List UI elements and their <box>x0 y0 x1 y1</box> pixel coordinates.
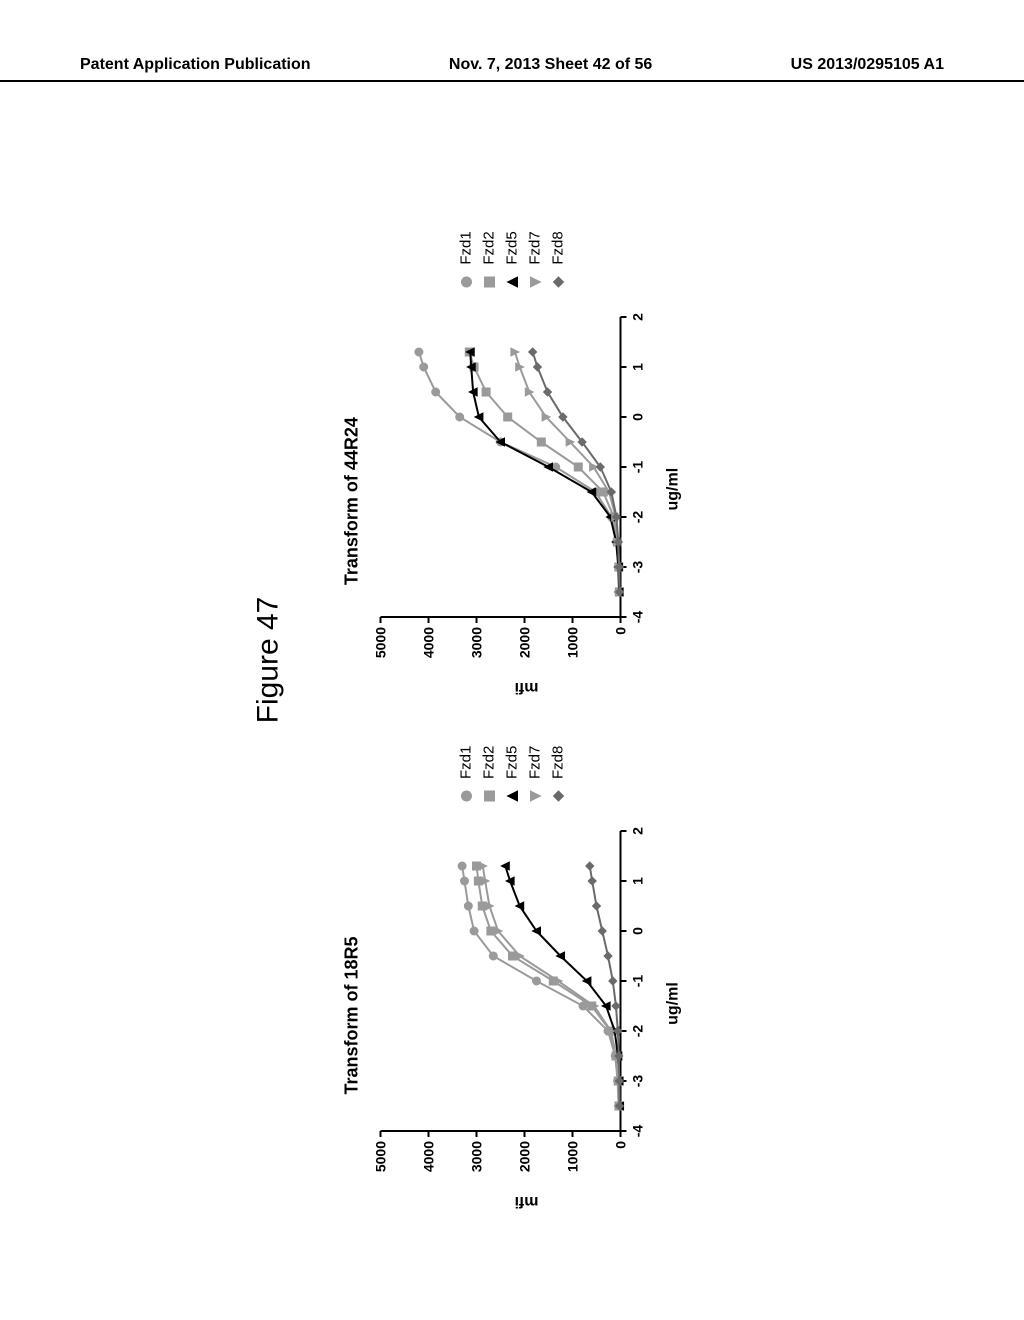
svg-text:2000: 2000 <box>517 626 533 657</box>
legend-item-fzd5: Fzd5 <box>504 746 521 803</box>
legend-item-fzd8: Fzd8 <box>550 746 567 803</box>
chart-plot-1: 0 1000 2000 3000 4000 5000 -4 -3 -2 -1 0 1 2 <box>371 307 661 672</box>
chart-xlabel-0: ug/ml <box>665 821 683 1186</box>
svg-text:0: 0 <box>613 626 629 634</box>
svg-text:5000: 5000 <box>373 1141 389 1172</box>
svg-text:3000: 3000 <box>469 626 485 657</box>
figure-panel: Figure 47 Transform of 18R5 mfi 01000200… <box>342 110 683 1210</box>
chart-title-0: Transform of 18R5 <box>342 821 363 1210</box>
legend-item-fzd7: Fzd7 <box>527 746 544 803</box>
svg-text:4000: 4000 <box>421 1141 437 1172</box>
svg-text:1000: 1000 <box>565 626 581 657</box>
svg-text:2: 2 <box>630 313 646 321</box>
svg-text:-3: -3 <box>630 560 646 573</box>
svg-text:3000: 3000 <box>469 1141 485 1172</box>
svg-text:0: 0 <box>630 413 646 421</box>
svg-text:1: 1 <box>630 877 646 885</box>
svg-text:-2: -2 <box>630 510 646 523</box>
header-left: Patent Application Publication <box>80 56 311 74</box>
legend-label: Fzd8 <box>550 231 567 264</box>
legend-label: Fzd1 <box>458 231 475 264</box>
svg-text:1000: 1000 <box>565 1141 581 1172</box>
legend-label: Fzd1 <box>458 746 475 779</box>
chart-ylabel-0: mfi <box>515 1192 539 1210</box>
chart-1: Transform of 44R24 mfi 0 1000 2000 3000 4000… <box>342 231 683 695</box>
svg-text:-4: -4 <box>630 1125 646 1138</box>
chart-legend-1: Fzd1 Fzd2 Fzd5 Fzd7 Fzd8 <box>458 231 567 288</box>
page-header: Patent Application Publication Nov. 7, 2… <box>0 56 1024 82</box>
svg-text:2000: 2000 <box>517 1141 533 1172</box>
svg-text:5000: 5000 <box>373 626 389 657</box>
header-right: US 2013/0295105 A1 <box>791 56 944 74</box>
legend-label: Fzd8 <box>550 746 567 779</box>
legend-label: Fzd7 <box>527 746 544 779</box>
header-center: Nov. 7, 2013 Sheet 42 of 56 <box>449 56 652 74</box>
legend-item-fzd1: Fzd1 <box>458 746 475 803</box>
legend-label: Fzd5 <box>504 746 521 779</box>
chart-title-1: Transform of 44R24 <box>342 307 363 696</box>
legend-label: Fzd2 <box>481 746 498 779</box>
legend-label: Fzd2 <box>481 231 498 264</box>
legend-label: Fzd5 <box>504 231 521 264</box>
chart-0: Transform of 18R5 mfi 0 1000 2000 3000 4000 5… <box>342 746 683 1210</box>
legend-item-fzd8: Fzd8 <box>550 231 567 288</box>
svg-text:-3: -3 <box>630 1075 646 1088</box>
svg-text:-1: -1 <box>630 460 646 473</box>
svg-text:0: 0 <box>630 927 646 935</box>
legend-item-fzd1: Fzd1 <box>458 231 475 288</box>
legend-label: Fzd7 <box>527 231 544 264</box>
svg-text:1: 1 <box>630 363 646 371</box>
chart-legend-0: Fzd1 Fzd2 Fzd5 Fzd7 Fzd8 <box>458 746 567 803</box>
chart-ylabel-1: mfi <box>515 678 539 696</box>
chart-xlabel-1: ug/ml <box>665 307 683 672</box>
legend-item-fzd2: Fzd2 <box>481 231 498 288</box>
svg-text:2: 2 <box>630 827 646 835</box>
svg-text:4000: 4000 <box>421 626 437 657</box>
legend-item-fzd7: Fzd7 <box>527 231 544 288</box>
svg-text:-2: -2 <box>630 1025 646 1038</box>
svg-text:-1: -1 <box>630 975 646 988</box>
chart-plot-0: 0 1000 2000 3000 4000 5000 -4 -3 -2 -1 0 1 2 <box>371 821 661 1186</box>
legend-item-fzd5: Fzd5 <box>504 231 521 288</box>
svg-text:-4: -4 <box>630 610 646 623</box>
figure-label: Figure 47 <box>252 597 286 724</box>
legend-item-fzd2: Fzd2 <box>481 746 498 803</box>
svg-text:0: 0 <box>613 1141 629 1149</box>
